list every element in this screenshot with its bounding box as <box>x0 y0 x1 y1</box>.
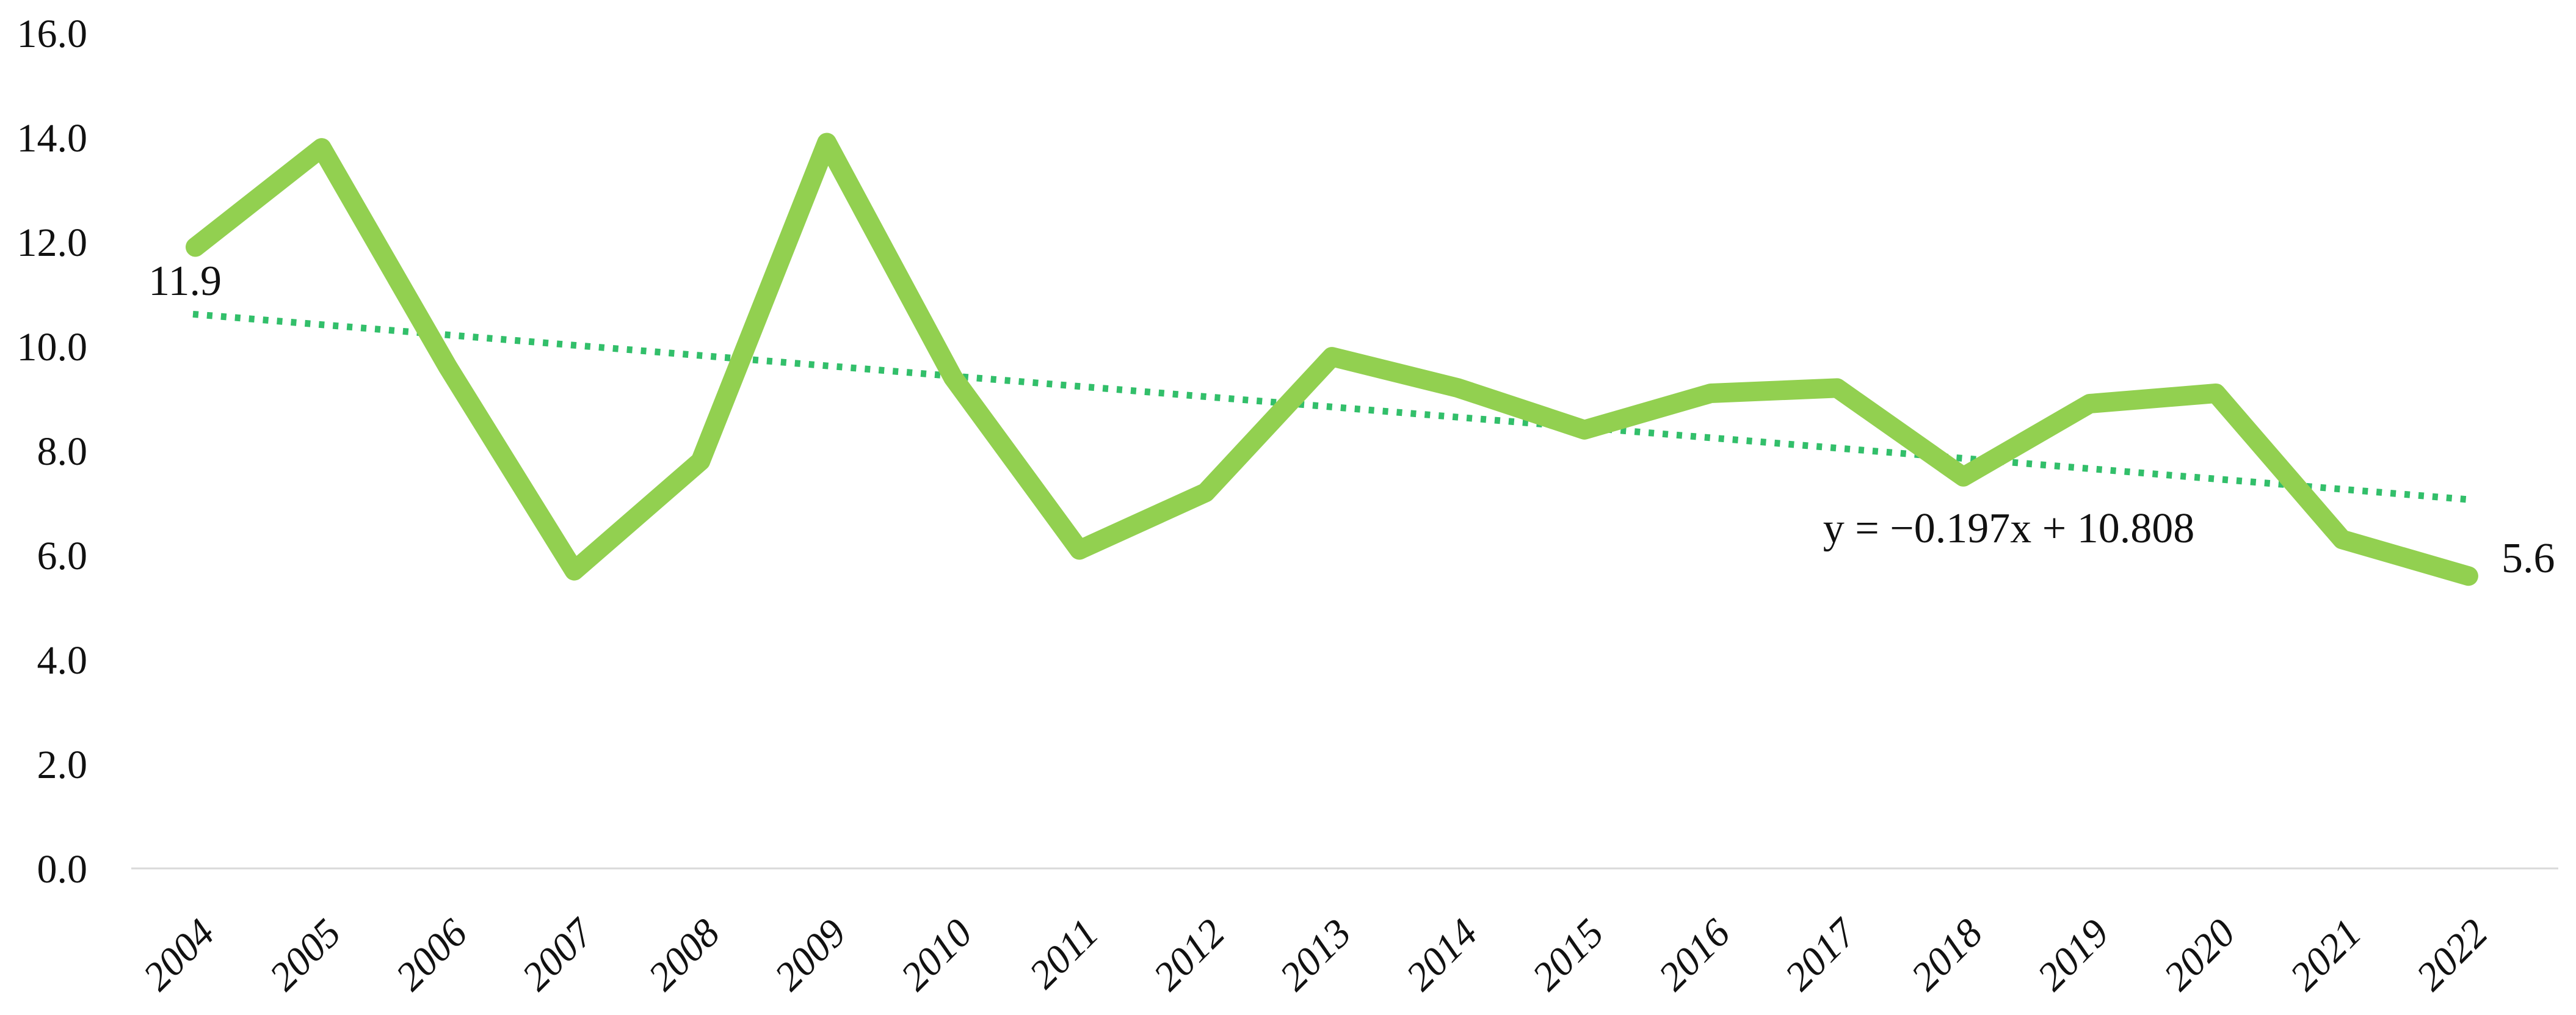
y-axis-tick-label: 4.0 <box>37 638 88 683</box>
x-axis-tick-label: 2004 <box>135 911 223 999</box>
y-axis-tick-label: 12.0 <box>17 220 88 265</box>
trendline-equation-label: y = −0.197x + 10.808 <box>1823 505 2194 552</box>
x-axis-tick-label: 2020 <box>2155 911 2244 999</box>
y-axis-tick-label: 8.0 <box>37 429 88 474</box>
y-axis-tick-label: 0.0 <box>37 847 88 892</box>
y-axis-tick-label: 2.0 <box>37 743 88 787</box>
y-axis-tick-label: 10.0 <box>17 325 88 369</box>
last-point-label: 5.6 <box>2502 535 2555 582</box>
y-axis-tick-label: 14.0 <box>17 116 88 161</box>
x-axis-tick-label: 2022 <box>2408 911 2497 999</box>
series-line <box>186 133 2478 586</box>
x-axis-tick-label: 2021 <box>2282 911 2370 999</box>
x-axis-tick-label: 2005 <box>261 911 349 999</box>
x-axis-tick-label: 2011 <box>1021 911 1107 997</box>
x-axis-tick-label: 2014 <box>1398 911 1486 999</box>
x-axis-tick-label: 2009 <box>766 911 855 999</box>
x-axis-tick-label: 2008 <box>640 911 728 999</box>
x-axis-tick-label: 2015 <box>1524 911 1613 999</box>
trendline <box>192 310 2475 504</box>
x-axis-tick-label: 2007 <box>513 909 603 999</box>
x-axis-tick-label: 2013 <box>1271 911 1360 999</box>
x-axis-tick-label: 2006 <box>387 911 476 999</box>
first-point-label: 11.9 <box>148 258 222 305</box>
y-axis-tick-label: 16.0 <box>17 12 88 56</box>
x-axis-tick-label: 2012 <box>1145 911 1233 999</box>
x-axis-tick-label: 2010 <box>893 911 981 999</box>
x-axis-tick-label: 2017 <box>1776 909 1866 999</box>
x-axis-tick-label: 2019 <box>2029 911 2117 999</box>
y-axis-tick-label: 6.0 <box>37 534 88 578</box>
x-axis-tick-label: 2018 <box>1903 911 1991 999</box>
x-axis-tick-label: 2016 <box>1650 911 1739 999</box>
